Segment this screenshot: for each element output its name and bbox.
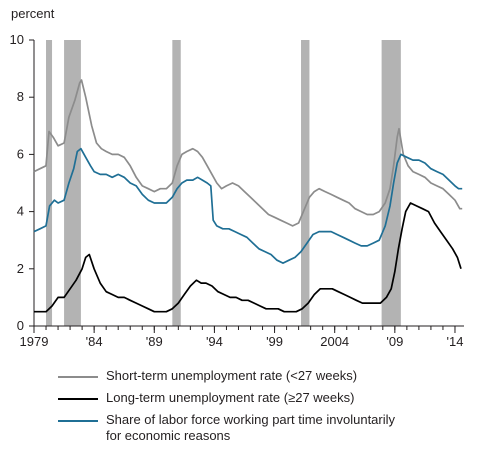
legend-swatch-short-term — [58, 376, 98, 378]
x-tick-label: '09 — [386, 334, 403, 349]
legend-item: Long-term unemployment rate (≥27 weeks) — [58, 390, 478, 412]
y-tick-label: 0 — [17, 318, 24, 333]
x-tick-label: '84 — [86, 334, 103, 349]
legend-swatch-part-time — [58, 420, 98, 422]
recession-band — [301, 40, 310, 326]
y-axis-title: percent — [11, 6, 55, 21]
legend-item: Share of labor force working part time i… — [58, 412, 478, 450]
x-tick-label: 2004 — [320, 334, 349, 349]
legend-label-part-time-line2: for economic reasons — [106, 428, 231, 443]
recession-band — [46, 40, 53, 326]
x-tick-label: '14 — [447, 334, 464, 349]
series-line-long-term — [34, 202, 462, 313]
recession-shading-group — [46, 40, 401, 326]
legend: Short-term unemployment rate (<27 weeks)… — [58, 368, 478, 450]
legend-label-short-term: Short-term unemployment rate (<27 weeks) — [106, 368, 358, 383]
legend-label-part-time-line1: Share of labor force working part time i… — [106, 412, 396, 427]
x-tick-label: 1979 — [20, 334, 49, 349]
recession-band — [172, 40, 181, 326]
series-group — [33, 79, 463, 313]
axes-group: 0 2 4 6 8 10 1979 '84 '89 '94 '99 2004 '09 '14 — [10, 32, 464, 349]
legend-label-part-time: Share of labor force working part time i… — [106, 412, 395, 444]
y-tick-label: 6 — [17, 146, 24, 161]
x-tick-label: '99 — [266, 334, 283, 349]
y-tick-label: 8 — [17, 89, 24, 104]
series-line-short-term — [33, 79, 463, 227]
y-tick-label: 10 — [10, 32, 24, 47]
y-tick-label: 2 — [17, 261, 24, 276]
legend-label-long-term: Long-term unemployment rate (≥27 weeks) — [106, 390, 355, 405]
legend-swatch-long-term — [58, 398, 98, 400]
y-tick-label: 4 — [17, 204, 24, 219]
legend-item: Short-term unemployment rate (<27 weeks) — [58, 368, 478, 390]
x-tick-label: '94 — [206, 334, 223, 349]
x-tick-label: '89 — [146, 334, 163, 349]
series-line-part-time — [33, 147, 463, 264]
recession-band — [64, 40, 81, 326]
